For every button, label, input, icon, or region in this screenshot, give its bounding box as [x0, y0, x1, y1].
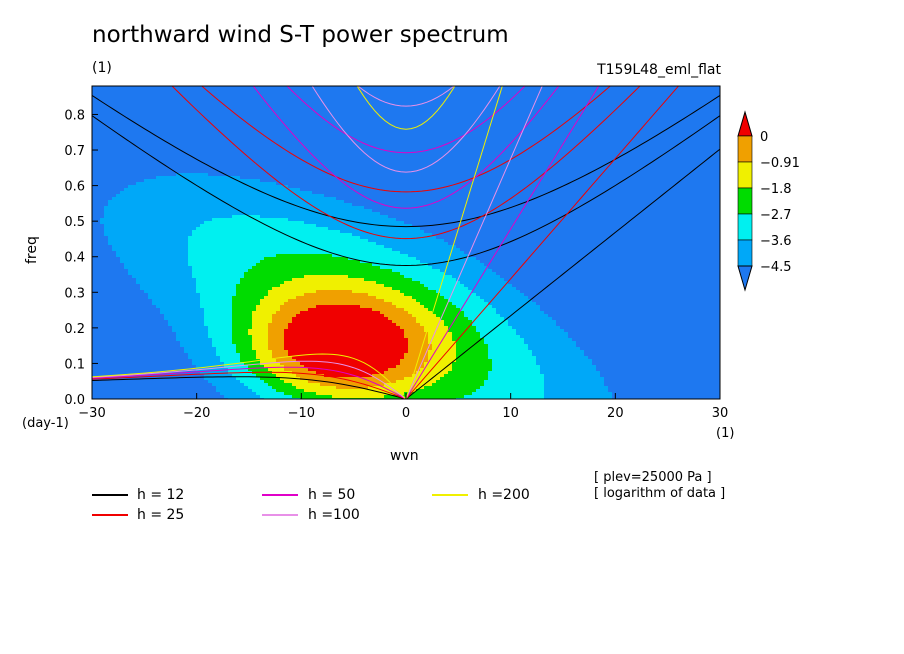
colorbar-bottom-arrow [737, 265, 753, 292]
curve-h25-ig2 [200, 86, 612, 193]
chart-subtitle-left: (1) [92, 60, 112, 76]
y-tick-label: 0.5 [64, 215, 85, 230]
y-unit-label: (day-1) [22, 416, 69, 431]
colorbar-top-arrow [737, 110, 753, 137]
x-tick-label: −30 [78, 406, 105, 421]
curve-h100-ig1 [311, 86, 501, 173]
curve-h200-kelvin [405, 86, 503, 399]
curve-h100-kelvin [405, 86, 543, 399]
curve-h50-rossby [92, 366, 407, 399]
colorbar-cell [737, 187, 753, 215]
y-axis-label: freq [24, 236, 40, 264]
curve-h12-rossby [92, 376, 407, 399]
curve-h200-rossby [92, 353, 407, 399]
x-tick-label: 10 [502, 406, 519, 421]
curve-h12-ig1 [92, 115, 720, 266]
chart-subtitle-right: T159L48_eml_flat [597, 62, 721, 78]
curve-h100-ig2 [357, 86, 455, 107]
curve-h25-rossby [92, 371, 407, 399]
y-tick-label: 0.2 [64, 322, 85, 337]
y-tick-label: 0.7 [64, 144, 85, 159]
colorbar-cell [737, 213, 753, 241]
curve-h50-ig1 [252, 86, 560, 209]
y-tick-label: 0.6 [64, 180, 85, 195]
colorbar-label: −4.5 [760, 260, 792, 275]
y-tick-label: 0.1 [64, 357, 85, 372]
colorbar-label: 0 [760, 130, 768, 145]
power-field [92, 86, 720, 399]
colorbar-label: −0.91 [760, 156, 800, 171]
x-unit-label: (1) [716, 426, 735, 441]
x-tick-label: −20 [183, 406, 210, 421]
y-tick-label: 0.8 [64, 108, 85, 123]
colorbar-label: −2.7 [760, 208, 792, 223]
y-tick-label: 0.3 [64, 286, 85, 301]
curve-h200-ig1 [356, 86, 456, 130]
y-tick-label: 0.0 [64, 393, 85, 408]
colorbar-label: −1.8 [760, 182, 792, 197]
x-tick-label: −10 [288, 406, 315, 421]
colorbar-cell [737, 239, 753, 267]
colorbar-label: −3.6 [760, 234, 792, 249]
curve-h50-ig2 [286, 86, 526, 154]
chart-title: northward wind S-T power spectrum [92, 22, 509, 48]
annotation-log: [ logarithm of data ] [594, 486, 726, 501]
curve-h50-kelvin [405, 86, 600, 399]
colorbar: 0 −0.91 −1.8 −2.7 −3.6 −4.5 [737, 110, 800, 292]
legend-label-h12: h = 12 [137, 487, 185, 503]
legend-label-h50: h = 50 [308, 487, 356, 503]
curve-h12-kelvin [405, 148, 720, 399]
legend-label-h25: h = 25 [137, 507, 185, 523]
axes: −30 −20 −10 0 10 20 30 0.0 0.1 0.2 0.3 0.4 0.5 0.6 0.7… [64, 108, 728, 421]
colorbar-cell [737, 161, 753, 189]
colorbar-cell [737, 135, 753, 163]
legend-label-h200: h =200 [478, 487, 530, 503]
y-tick-label: 0.4 [64, 251, 85, 266]
x-tick-label: 20 [607, 406, 624, 421]
curve-h25-ig1 [171, 86, 641, 240]
legend-label-h100: h =100 [308, 507, 360, 523]
curve-h25-kelvin [405, 86, 680, 399]
x-axis-label: wvn [390, 448, 419, 464]
annotation-plev: [ plev=25000 Pa ] [594, 470, 712, 485]
x-tick-label: 0 [402, 406, 410, 421]
legend-lines [92, 494, 468, 516]
curve-h100-rossby [92, 360, 407, 399]
dispersion-curves [92, 86, 720, 399]
x-tick-label: 30 [712, 406, 729, 421]
